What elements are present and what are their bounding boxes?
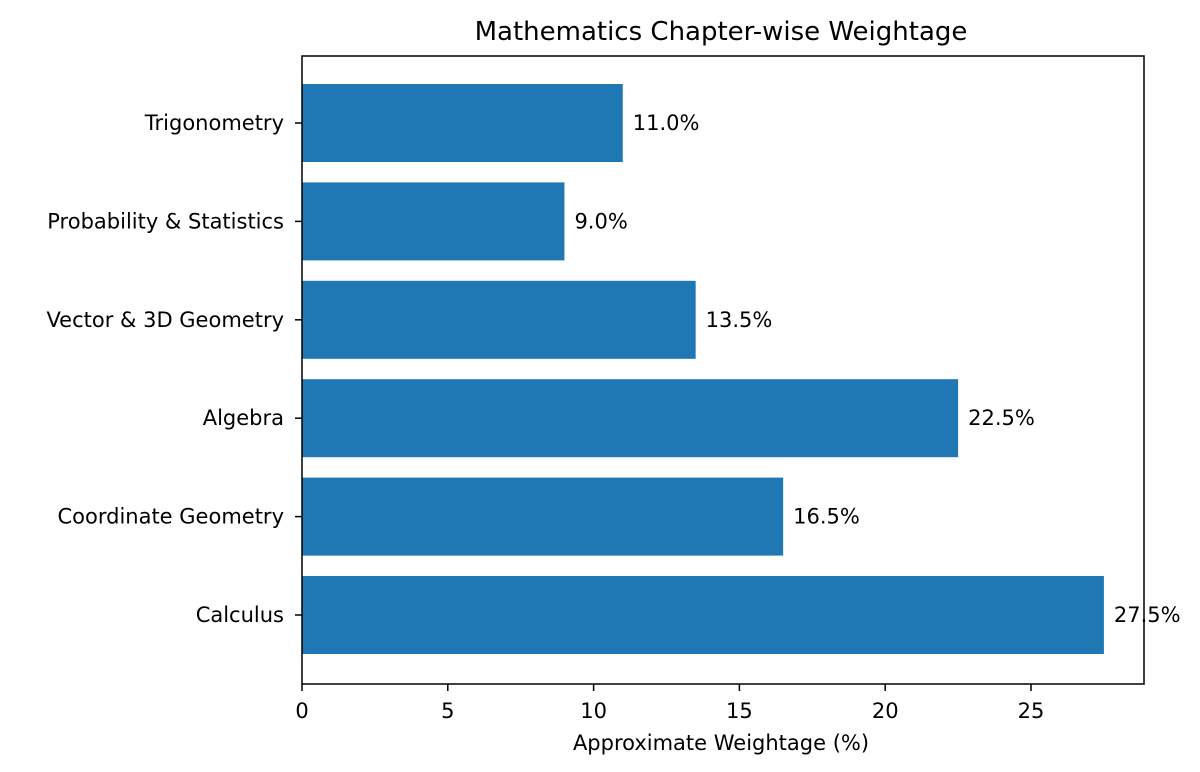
y-tick-label-vector-3d-geometry: Vector & 3D Geometry [46, 308, 284, 332]
y-tick-label-calculus: Calculus [196, 603, 284, 627]
y-tick-label-coordinate-geometry: Coordinate Geometry [57, 505, 284, 529]
plot-frame [301, 55, 1145, 685]
x-tick-label: 10 [580, 699, 607, 723]
bar-trigonometry [302, 84, 623, 162]
bar-algebra [302, 379, 959, 458]
data-label-trigonometry: 11.0% [633, 111, 700, 135]
data-label-algebra: 22.5% [968, 406, 1035, 430]
data-label-calculus: 27.5% [1114, 603, 1181, 627]
axes-layer: Calculus Coordinate Geometry Algebra Vector… [46, 55, 1145, 723]
data-label-probability-statistics: 9.0% [574, 209, 627, 233]
chart-title: Mathematics Chapter-wise Weightage [475, 17, 968, 47]
y-tick-label-trigonometry: Trigonometry [144, 111, 284, 135]
bar-vector-3d-geometry [302, 280, 696, 359]
data-label-vector-3d-geometry: 13.5% [706, 308, 773, 332]
bar-coordinate-geometry [302, 477, 784, 556]
x-tick-label: 5 [441, 699, 454, 723]
x-axis-label: Approximate Weightage (%) [573, 731, 869, 755]
x-tick-label: 0 [295, 699, 308, 723]
x-tick-label: 25 [1018, 699, 1045, 723]
bar-calculus [302, 576, 1104, 654]
data-label-coordinate-geometry: 16.5% [793, 505, 860, 529]
y-tick-label-algebra: Algebra [203, 406, 284, 430]
y-tick-label-probability-statistics: Probability & Statistics [47, 209, 284, 233]
bar-probability-statistics [302, 182, 565, 261]
bars-layer: 27.5% 16.5% 22.5% 13.5% 9.0% 11.0% [302, 84, 1181, 654]
x-tick-label: 20 [872, 699, 899, 723]
x-tick-label: 15 [726, 699, 753, 723]
